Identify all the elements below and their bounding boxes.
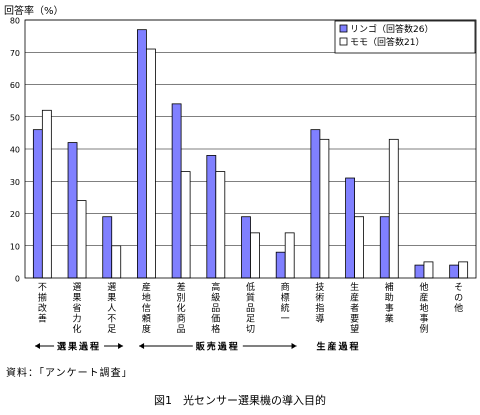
bar-apple	[275, 251, 286, 279]
bar-peach	[111, 245, 122, 279]
x-tick-label: 生産者要望	[350, 281, 359, 335]
bar-apple	[137, 29, 147, 279]
figure-caption: 図1 光センサー選果機の導入目的	[154, 394, 326, 407]
bar-apple	[449, 264, 460, 279]
bar-apple	[310, 129, 321, 279]
group-arrow-left	[35, 343, 40, 349]
axes	[24, 19, 477, 279]
y-tick-label: 50	[10, 113, 20, 122]
bar-apple	[32, 129, 43, 279]
legend-label: リンゴ（回答数26）	[350, 23, 433, 35]
bar-peach	[250, 232, 260, 279]
bar-peach	[180, 171, 191, 279]
bar-peach	[76, 200, 87, 279]
bar-peach	[146, 48, 156, 279]
group-label-bg	[54, 339, 105, 353]
source-note: 資料：「アンケート調査」	[6, 368, 133, 379]
bar-apple	[206, 155, 217, 279]
bar-apple	[102, 216, 113, 279]
bar-apple	[67, 142, 78, 279]
x-tick-label: 差別化商品	[177, 281, 186, 335]
y-tick-labels: 0 10 20 30 40 50 60 70 80	[10, 17, 20, 284]
x-tick-labels: 不揃改善 選果省力化 選果人不足 産地信頼度 差別化商品 高級品価格 低質品足切 商標統一 技術…	[38, 281, 463, 335]
bar-apple	[241, 216, 251, 279]
y-tick-label: 80	[10, 17, 20, 26]
x-tick-label: 選果省力化	[73, 282, 82, 335]
y-tick-label: 40	[10, 146, 20, 155]
x-tick-label: 技術指導	[315, 281, 324, 325]
group-label-bg	[192, 339, 243, 353]
x-tick-label: 高級品価格	[211, 281, 220, 335]
bar-apple	[414, 264, 425, 279]
group-arrow-right	[118, 343, 124, 349]
bar-peach	[319, 138, 330, 279]
legend-box	[334, 20, 476, 54]
bar-peach	[41, 109, 52, 279]
bar-peach	[388, 138, 399, 279]
y-tick-label: 0	[15, 275, 20, 284]
y-tick-label: 10	[10, 242, 20, 251]
y-tick-label: 30	[10, 178, 20, 187]
group-arrow-right	[291, 343, 297, 349]
y-tick-label: 70	[10, 49, 20, 58]
bar-peach	[458, 261, 469, 279]
bar-peach	[354, 216, 364, 279]
group-label: 選果過程	[57, 341, 101, 353]
legend: リンゴ（回答数26）モモ（回答数21）	[334, 20, 476, 54]
group-arrow-left	[139, 343, 145, 349]
bars	[32, 29, 469, 279]
gridlines	[25, 19, 476, 247]
x-tick-label: 産地信頼度	[142, 281, 151, 335]
group-brackets: 選果過程 販売過程 生産過程	[35, 339, 361, 353]
legend-swatch	[339, 37, 348, 46]
bar-apple	[345, 177, 355, 279]
y-tick-label: 20	[10, 210, 20, 219]
y-tick-label: 60	[10, 81, 20, 90]
x-tick-label: 他産地事例	[419, 281, 428, 335]
chart: 回答率（%） 0 10 20 30 40 50 60 70 80 不揃改善 選果省力化 選果人不足 産…	[4, 4, 477, 353]
x-tick-label: その他	[454, 282, 463, 314]
bar-peach	[284, 232, 295, 279]
y-axis-label: 回答率（%）	[4, 4, 64, 17]
legend-swatch	[339, 24, 348, 33]
group-label: 生産過程	[317, 341, 361, 353]
bar-peach	[215, 171, 226, 279]
plot-frame	[24, 19, 477, 279]
legend-label: モモ（回答数21）	[350, 36, 424, 48]
x-tick-label: 商標統一	[281, 281, 290, 325]
bar-peach	[423, 261, 434, 279]
x-tick-label: 低質品足切	[246, 281, 255, 335]
bar-apple	[171, 103, 182, 279]
x-tick-label: 選果人不足	[107, 282, 116, 335]
group-label: 販売過程	[196, 341, 240, 353]
x-tick-label: 不揃改善	[38, 282, 47, 325]
bar-apple	[379, 216, 390, 279]
x-tick-label: 補助事業	[385, 281, 394, 325]
